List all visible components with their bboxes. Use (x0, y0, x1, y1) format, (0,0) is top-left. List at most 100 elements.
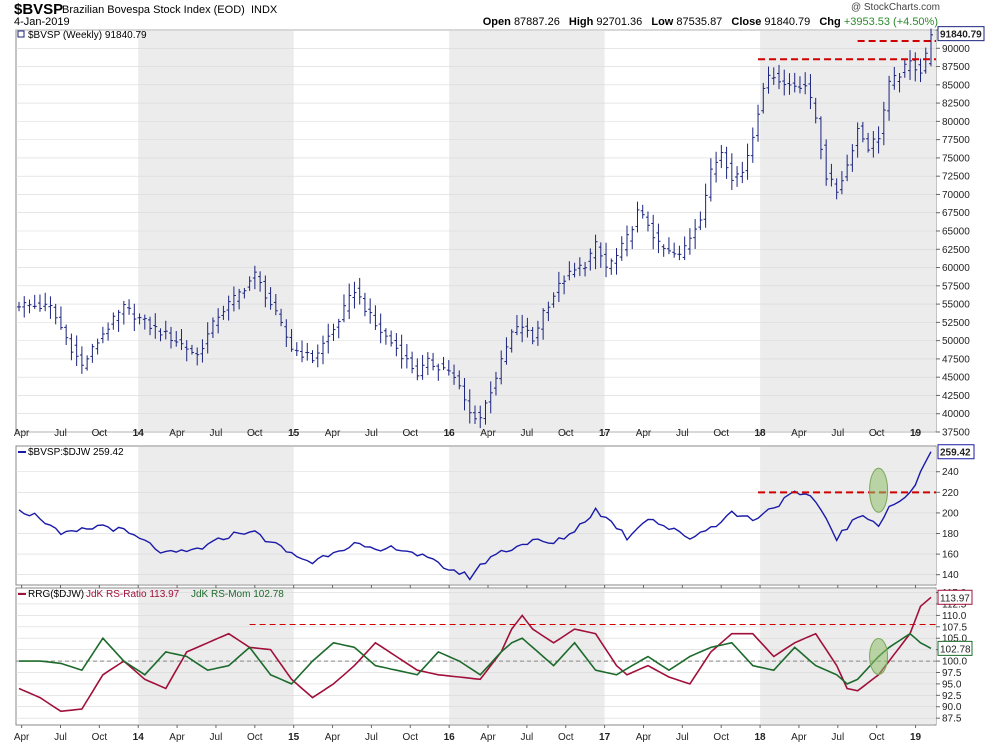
x-tick-label: Jul (365, 732, 378, 743)
last-value-box (937, 444, 975, 460)
x-tick-label: 19 (910, 732, 922, 743)
last-value-box (937, 640, 973, 656)
rs-mom-line (19, 632, 932, 685)
x-tick-label: Apr (480, 732, 496, 743)
low-label: Low (651, 16, 674, 28)
y-tick-label: 47500 (942, 354, 970, 365)
chg-value: +3953.53 (+4.50%) (843, 16, 938, 28)
y-tick-label: 87.5 (942, 714, 962, 725)
y-tick-label: 77500 (942, 135, 970, 146)
year-band (138, 589, 294, 724)
y-tick-label: 57500 (942, 281, 970, 292)
y-tick-label: 82500 (942, 99, 970, 110)
highlight-ellipse (869, 467, 889, 513)
y-tick-label: 85000 (942, 80, 970, 91)
year-band (760, 589, 936, 724)
chart-date: 4-Jan-2019 (14, 16, 70, 28)
year-band (760, 447, 936, 584)
symbol-description: Brazilian Bovespa Stock Index (EOD) (62, 4, 245, 16)
year-band (449, 589, 605, 724)
y-tick-label: 100.0 (942, 657, 967, 668)
high-value: 92701.36 (596, 16, 643, 28)
x-tick-label: Apr (791, 732, 807, 743)
y-tick-label: 45000 (942, 373, 970, 384)
low-value: 87535.87 (676, 16, 723, 28)
y-tick-label: 50000 (942, 336, 970, 347)
y-tick-label: 140 (942, 570, 959, 581)
x-tick-label: Jul (676, 732, 689, 743)
y-tick-label: 75000 (942, 153, 970, 164)
x-tick-label: 18 (755, 732, 767, 743)
highlight-ellipse (869, 638, 889, 675)
legend-rs-ratio: JdK RS-Ratio 113.97 (86, 589, 180, 600)
y-tick-label: 42500 (942, 391, 970, 402)
symbol-name: Brazilian Bovespa Stock Index (EOD) INDX (62, 4, 277, 16)
y-tick-label: 55000 (942, 300, 970, 311)
x-tick-label: Jul (520, 732, 533, 743)
x-tick-label: Oct (869, 732, 885, 743)
legend-rs-mom: JdK RS-Mom 102.78 (191, 589, 284, 600)
ratio-line (18, 451, 932, 581)
y-tick-label: 110.0 (942, 611, 967, 622)
last-value-label: 113.97 (940, 593, 970, 604)
chart-header: $BVSP Brazilian Bovespa Stock Index (EOD… (0, 0, 990, 30)
chg-label: Chg (819, 16, 841, 28)
y-tick-label: 62500 (942, 245, 970, 256)
x-tick-label: Jul (831, 732, 844, 743)
x-tick-label: Oct (713, 732, 729, 743)
y-tick-label: 87500 (942, 62, 970, 73)
open-value: 87887.26 (513, 16, 560, 28)
rs-ratio-line (18, 596, 932, 713)
last-value-box (937, 26, 985, 42)
y-tick-label: 70000 (942, 190, 970, 201)
x-tick-label: 15 (288, 732, 300, 743)
x-tick-label: Oct (558, 732, 574, 743)
year-band (138, 447, 294, 584)
y-tick-label: 40000 (942, 409, 970, 420)
x-tick-label: Apr (636, 732, 652, 743)
y-tick-label: 67500 (942, 208, 970, 219)
ohlc-readout: Open 87887.26 High 92701.36 Low 87535.87… (477, 16, 938, 28)
x-tick-label: Apr (169, 732, 185, 743)
x-tick-label: Oct (92, 732, 108, 743)
x-tick-label: Jul (54, 732, 67, 743)
y-tick-label: 112.5 (942, 599, 967, 610)
legend-swatch (17, 30, 25, 38)
x-tick-label: Jul (210, 732, 223, 743)
y-tick-label: 80000 (942, 117, 970, 128)
y-tick-label: 95.0 (942, 679, 962, 690)
y-tick-label: 65000 (942, 227, 970, 238)
last-value-label: 102.78 (940, 644, 971, 655)
y-tick-label: 90.0 (942, 702, 962, 713)
high-label: High (568, 16, 594, 28)
exchange-label: INDX (250, 4, 278, 16)
y-tick-label: 97.5 (942, 668, 962, 679)
y-tick-label: 200 (942, 508, 959, 519)
panel-legend: RRG($DJW) (28, 589, 84, 600)
symbol-title: $BVSP (14, 1, 64, 18)
last-value-box (937, 589, 973, 605)
close-value: 91840.79 (764, 16, 811, 28)
y-tick-label: 180 (942, 529, 959, 540)
y-tick-label: 90000 (942, 44, 970, 55)
y-tick-label: 52500 (942, 318, 970, 329)
y-tick-label: 92.5 (942, 691, 962, 702)
x-tick-label: 14 (133, 732, 145, 743)
y-tick-label: 160 (942, 550, 959, 561)
y-tick-label: 37500 (942, 428, 970, 439)
x-tick-label: Apr (325, 732, 341, 743)
open-label: Open (482, 16, 511, 28)
x-tick-label: 17 (599, 732, 611, 743)
x-tick-label: Oct (403, 732, 419, 743)
y-tick-label: 60000 (942, 263, 970, 274)
x-tick-label: Oct (247, 732, 263, 743)
year-band (449, 447, 605, 584)
y-tick-label: 107.5 (942, 622, 967, 633)
x-tick-label: Apr (14, 732, 30, 743)
y-tick-label: 220 (942, 488, 959, 499)
x-tick-label: 16 (444, 732, 456, 743)
y-tick-label: 72500 (942, 172, 970, 183)
credit-text: @ StockCharts.com (850, 2, 940, 13)
last-value-label: 91840.79 (940, 30, 982, 41)
